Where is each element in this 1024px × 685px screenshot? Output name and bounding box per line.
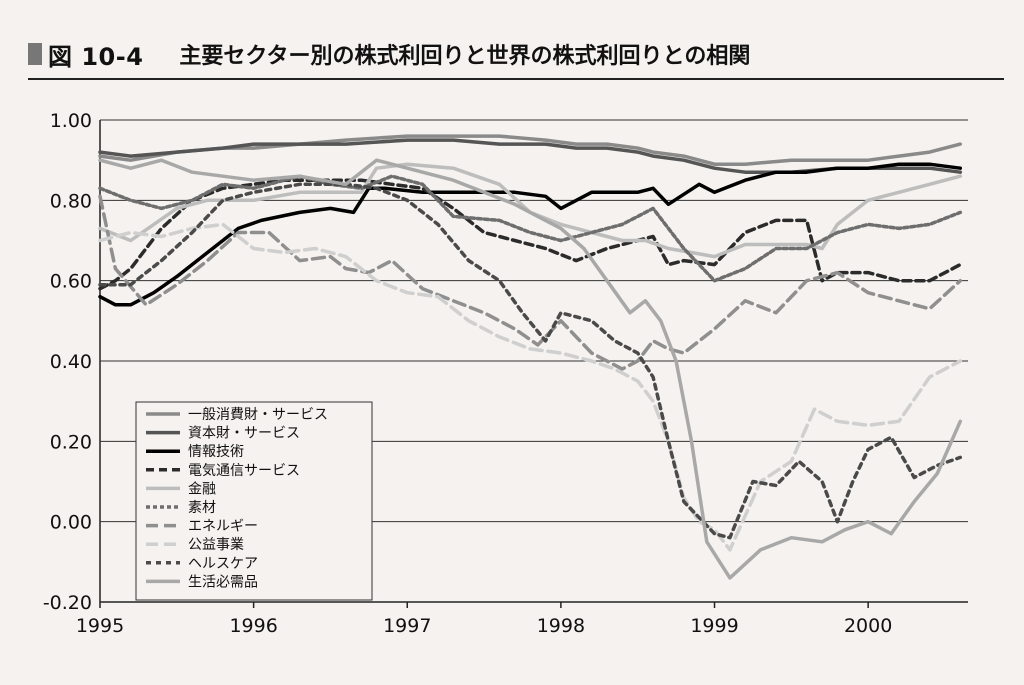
figure-label: 図 10-4 xyxy=(48,42,144,71)
legend-label: 公益事業 xyxy=(188,537,244,553)
x-axis-ticks: 1995 1996 1997 1998 1999 2000 xyxy=(76,602,892,637)
y-tick-label: 1.00 xyxy=(50,110,92,132)
y-axis-ticks: -0.20 0.00 0.20 0.40 0.60 0.80 1.00 xyxy=(43,110,92,614)
x-tick-label: 1996 xyxy=(229,615,277,637)
y-tick-label: 0.00 xyxy=(50,512,92,534)
y-tick-label: 0.40 xyxy=(50,351,92,373)
legend-label: 電気通信サービス xyxy=(188,463,300,479)
legend-label: 情報技術 xyxy=(188,444,244,460)
x-tick-label: 1999 xyxy=(690,615,738,637)
legend-box xyxy=(135,401,373,601)
series-lines xyxy=(98,134,963,580)
legend-label: 金融 xyxy=(188,481,216,497)
y-tick-label: -0.20 xyxy=(43,592,92,614)
x-tick-label: 1997 xyxy=(383,615,431,637)
legend-label: 生活必需品 xyxy=(188,574,258,590)
title-square-icon xyxy=(28,43,42,65)
series-line-7 xyxy=(98,194,963,371)
legend-label: 素材 xyxy=(188,500,216,516)
legend-label: ヘルスケア xyxy=(188,556,258,572)
legend: 一般消費財・サービス資本財・サービス情報技術電気通信サービス金融素材エネルギー公… xyxy=(135,401,373,601)
legend-label: 資本財・サービス xyxy=(188,426,300,442)
series-line-3 xyxy=(98,162,963,307)
x-tick-label: 2000 xyxy=(844,615,892,637)
series-line-10 xyxy=(98,158,963,580)
legend-label: エネルギー xyxy=(188,519,258,535)
series-line-9 xyxy=(98,182,963,540)
series-line-1 xyxy=(98,134,963,166)
series-line-6 xyxy=(98,174,963,283)
series-line-8 xyxy=(98,222,963,552)
x-tick-label: 1995 xyxy=(76,615,124,637)
legend-label: 一般消費財・サービス xyxy=(188,407,328,423)
y-tick-label: 0.60 xyxy=(50,271,92,293)
figure-header: 図 10-4 主要セクター別の株式利回りと世界の株式利回りとの相関 xyxy=(28,30,1004,80)
y-tick-label: 0.20 xyxy=(50,431,92,453)
figure-title: 主要セクター別の株式利回りと世界の株式利回りとの相関 xyxy=(179,44,751,69)
y-tick-label: 0.80 xyxy=(50,190,92,212)
x-tick-label: 1998 xyxy=(537,615,585,637)
